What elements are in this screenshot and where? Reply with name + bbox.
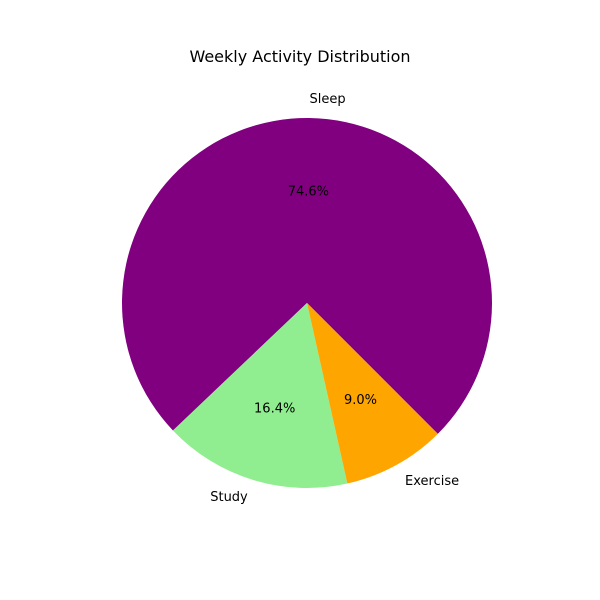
- pie-slices: [122, 118, 493, 488]
- chart-title: Weekly Activity Distribution: [189, 47, 411, 66]
- slice-percent-exercise: 9.0%: [344, 393, 377, 408]
- pie-labels: Sleep 74.6% Study 16.4% Exercise 9.0%: [210, 92, 459, 505]
- pie-slice-exercise: [307, 303, 438, 484]
- slice-percent-study: 16.4%: [254, 402, 295, 417]
- slice-label-sleep: Sleep: [310, 92, 346, 107]
- slice-label-study: Study: [210, 490, 248, 505]
- pie-slice-sleep: [122, 118, 493, 434]
- slice-label-exercise: Exercise: [405, 474, 459, 489]
- pie-slice-study: [172, 303, 348, 488]
- slice-percent-sleep: 74.6%: [288, 185, 329, 200]
